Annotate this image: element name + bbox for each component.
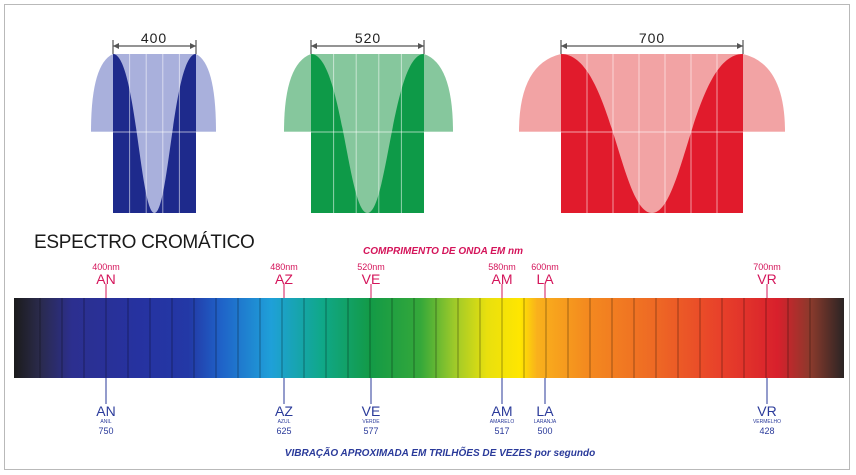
dimension-arrow-right <box>418 43 424 49</box>
marker-top-am: 580nm AM <box>488 262 516 287</box>
marker-bottom-am: AM AMARELO 517 <box>489 403 515 437</box>
marker-bottom-vr: VR VERMELHO 428 <box>752 403 782 437</box>
wave-light-lobe <box>311 54 424 213</box>
marker-bottom-ve: VE VERDE 577 <box>361 403 381 437</box>
dimension-arrow-left <box>561 43 567 49</box>
diagram-title: ESPECTRO CROMÁTICO <box>34 232 255 253</box>
dimension-arrow-right <box>190 43 196 49</box>
wave-400 <box>91 40 216 213</box>
frame-border <box>4 4 850 470</box>
marker-top-az: 480nm AZ <box>270 262 298 287</box>
wave-left-cap <box>91 54 113 132</box>
marker-top-vr: 700nm VR <box>753 262 781 287</box>
wave-light-lobe <box>561 54 743 213</box>
marker-top-an: 400nm AN <box>92 262 120 287</box>
marker-top-ve: 520nm VE <box>357 262 385 287</box>
dimension-arrow-right <box>737 43 743 49</box>
wave-left-cap <box>284 54 311 132</box>
wave-520 <box>284 40 453 213</box>
wave-right-cap <box>196 54 216 132</box>
wave-left-cap <box>519 54 561 132</box>
wave-label-400: 400 <box>140 30 168 46</box>
wave-label-700: 700 <box>638 30 666 46</box>
marker-bottom-an: AN ANIL 750 <box>96 403 116 437</box>
wave-right-cap <box>424 54 453 132</box>
caption-wavelength: COMPRIMENTO DE ONDA EM nm <box>362 246 524 257</box>
dimension-arrow-left <box>113 43 119 49</box>
wave-700 <box>519 40 785 213</box>
marker-bottom-la: LA LARANJA 500 <box>533 403 557 437</box>
dimension-arrow-left <box>311 43 317 49</box>
marker-top-la: 600nm LA <box>531 262 559 287</box>
wave-illustrations <box>91 40 785 213</box>
spectrum-band <box>14 284 844 404</box>
marker-bottom-az: AZ AZUL 625 <box>275 403 293 437</box>
wave-right-cap <box>743 54 785 132</box>
wave-label-520: 520 <box>354 30 382 46</box>
caption-frequency: VIBRAÇÃO APROXIMADA EM TRILHÕES DE VEZES… <box>284 448 596 459</box>
spectrum-gradient <box>14 298 844 378</box>
wave-light-lobe <box>113 54 196 213</box>
